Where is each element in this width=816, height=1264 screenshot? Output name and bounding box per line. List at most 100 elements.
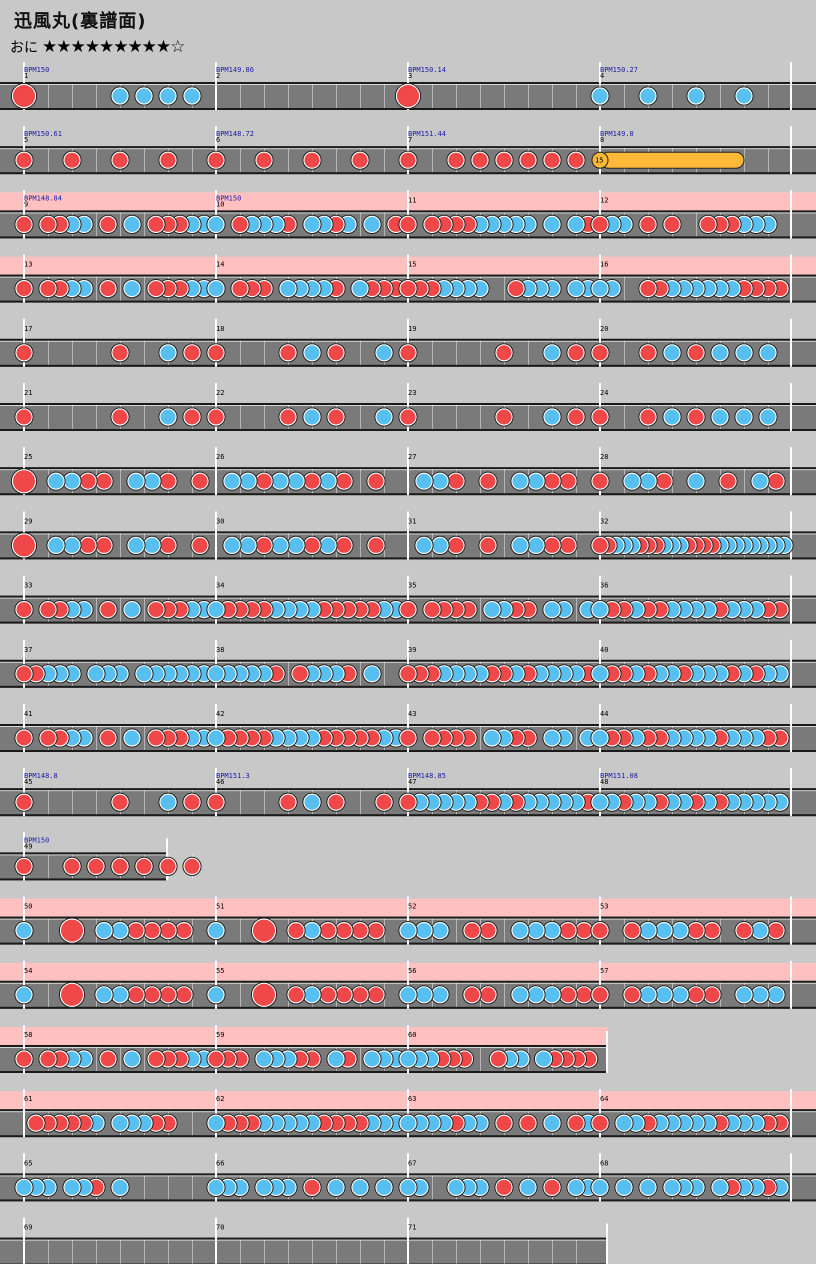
measure-number: 49 xyxy=(24,842,32,850)
measure-number: 9 xyxy=(24,200,28,208)
don-note-fill xyxy=(464,987,480,1003)
lane-border xyxy=(0,1045,608,1047)
measure-number: 31 xyxy=(408,517,416,525)
beat-line xyxy=(360,340,361,365)
bar-line xyxy=(790,704,792,752)
don-note-fill xyxy=(624,987,640,1003)
ka-note-fill xyxy=(400,1115,416,1131)
don-note-fill xyxy=(508,281,524,297)
don-note-fill xyxy=(148,1051,164,1067)
lane-border xyxy=(0,1237,608,1240)
bar-line xyxy=(215,1025,217,1073)
measure-number: 46 xyxy=(216,778,224,786)
bar-line xyxy=(599,960,601,1009)
bar-line xyxy=(215,639,217,688)
beat-line xyxy=(672,84,673,108)
ka-note-fill xyxy=(224,537,240,553)
measure-number: 60 xyxy=(408,1031,416,1039)
bar-line xyxy=(215,254,217,303)
measure-number: 4 xyxy=(600,72,604,80)
measure-number: 61 xyxy=(24,1095,32,1103)
ka-note-fill xyxy=(536,1051,552,1067)
ka-note-fill xyxy=(592,1179,608,1195)
don-note-fill xyxy=(576,987,592,1003)
don-note-fill xyxy=(592,923,608,939)
beat-line xyxy=(360,661,361,686)
beat-line xyxy=(192,1111,193,1136)
ka-note-fill xyxy=(640,88,656,104)
don-note-fill xyxy=(336,537,352,553)
beat-line xyxy=(504,276,505,301)
bar-line xyxy=(790,1089,792,1138)
ka-note-fill xyxy=(544,923,560,939)
beat-line xyxy=(384,84,385,108)
don-note-fill xyxy=(184,345,200,361)
beat-line xyxy=(456,1239,457,1264)
don-note-fill xyxy=(148,216,164,232)
measure-number: 47 xyxy=(408,778,416,786)
ka-note-fill xyxy=(544,602,560,618)
don-note-fill xyxy=(592,409,608,425)
bar-line xyxy=(790,62,792,110)
measure-number: 10 xyxy=(216,200,224,208)
don-note-fill xyxy=(704,923,720,939)
beat-line xyxy=(456,982,457,1007)
bpm-label: BPM149.8 xyxy=(600,130,634,138)
ka-note-fill xyxy=(448,1179,464,1195)
measure-number: 71 xyxy=(408,1224,416,1232)
ka-note-fill xyxy=(432,537,448,553)
ka-note-fill xyxy=(364,216,380,232)
don-note-fill xyxy=(496,152,512,168)
bpm-label: BPM148.8 xyxy=(24,772,58,780)
don-note-fill xyxy=(40,730,56,746)
ka-note-fill xyxy=(544,345,560,361)
beat-line xyxy=(528,84,529,108)
bar-line xyxy=(407,126,409,175)
measure-number: 8 xyxy=(600,136,604,144)
bar-line xyxy=(23,768,25,817)
bar-line xyxy=(407,1217,409,1264)
ka-note-fill xyxy=(760,409,776,425)
beat-line xyxy=(360,533,361,558)
beat-line xyxy=(144,148,145,173)
ka-note-fill xyxy=(256,1051,272,1067)
ka-note-fill xyxy=(88,666,104,682)
bar-line xyxy=(215,62,217,110)
don-note-fill xyxy=(496,1179,512,1195)
beat-line xyxy=(168,1239,169,1264)
bpm-label: BPM150.61 xyxy=(24,130,62,138)
measure-number: 40 xyxy=(600,646,608,654)
don-note-fill xyxy=(400,281,416,297)
ka-note-fill xyxy=(592,794,608,810)
bar-line xyxy=(23,896,25,945)
ka-note-fill xyxy=(16,923,32,939)
ka-note-fill xyxy=(144,473,160,489)
beat-line xyxy=(432,340,433,365)
don-note-fill xyxy=(136,858,152,874)
ka-note-fill xyxy=(528,537,544,553)
don-note-fill xyxy=(688,987,704,1003)
measure-number: 35 xyxy=(408,582,416,590)
ka-note-fill xyxy=(664,1179,680,1195)
don-note-fill xyxy=(148,281,164,297)
beat-line xyxy=(96,790,97,815)
measure-number: 50 xyxy=(24,903,32,911)
bar-line xyxy=(407,254,409,303)
don-note-fill xyxy=(16,1051,32,1067)
don-note-fill xyxy=(496,345,512,361)
don-note-fill xyxy=(112,794,128,810)
bpm-label: BPM150 xyxy=(24,836,49,844)
ka-note-fill xyxy=(688,88,704,104)
beat-line xyxy=(144,790,145,815)
ka-note-fill xyxy=(160,345,176,361)
don-note-fill xyxy=(320,923,336,939)
don-note-fill xyxy=(40,281,56,297)
measure-number: 34 xyxy=(216,582,224,590)
beat-line xyxy=(48,982,49,1007)
don-note-fill xyxy=(400,345,416,361)
measure-number: 43 xyxy=(408,710,416,718)
don-note-fill xyxy=(80,473,96,489)
ka-note-fill xyxy=(760,345,776,361)
don-note-fill xyxy=(368,473,384,489)
bar-line xyxy=(23,318,25,367)
